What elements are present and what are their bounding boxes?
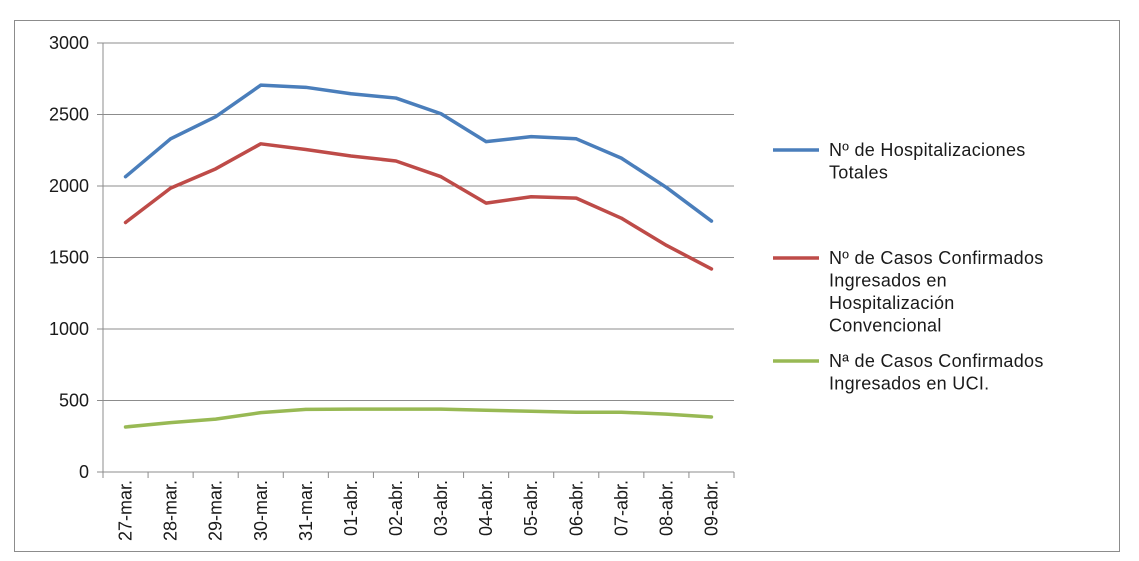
legend-text-line: Totales — [829, 163, 888, 183]
y-tick-label: 2500 — [49, 105, 89, 125]
data-point — [394, 407, 398, 411]
data-point — [529, 195, 533, 199]
x-tick-label: 27-mar. — [116, 480, 136, 541]
legend-text-line: Ingresados en UCI. — [829, 374, 989, 394]
data-point — [439, 175, 443, 179]
series-line-2 — [123, 407, 714, 429]
legend-text-line: Hospitalización — [829, 293, 955, 313]
series-line-1 — [123, 142, 714, 271]
data-point — [574, 410, 578, 414]
data-point — [484, 140, 488, 144]
x-tick-label: 29-mar. — [206, 480, 226, 541]
x-tick-label: 28-mar. — [161, 480, 181, 541]
data-point — [304, 85, 308, 89]
y-tick-label: 2000 — [49, 176, 89, 196]
y-tick-label: 1500 — [49, 248, 89, 268]
x-tick-label: 08-abr. — [656, 480, 676, 536]
x-tick-label: 04-abr. — [476, 480, 496, 536]
data-point — [619, 216, 623, 220]
data-point — [394, 159, 398, 163]
data-point — [439, 407, 443, 411]
data-point — [394, 96, 398, 100]
y-tick-label: 500 — [59, 391, 89, 411]
y-tick-label: 1000 — [49, 319, 89, 339]
legend-entry: Nª de Casos Confirmados Ingresados en UCI… — [829, 351, 1044, 394]
data-point — [484, 408, 488, 412]
x-tick-label: 01-abr. — [341, 480, 361, 536]
gridlines — [103, 42, 734, 401]
x-tick-label: 03-abr. — [431, 480, 451, 536]
legend-text-line: Nª de Casos Confirmados — [829, 351, 1044, 371]
data-point — [529, 409, 533, 413]
legend-text-line: Ingresados en — [829, 271, 947, 291]
data-point — [529, 135, 533, 139]
data-point — [619, 156, 623, 160]
legend-entry: Nº de Hospitalizaciones Totales — [829, 140, 1026, 183]
data-point — [574, 196, 578, 200]
x-tick-label: 30-mar. — [251, 480, 271, 541]
legend-entry: Nº de Casos Confirmados Ingresados en Hosp… — [829, 248, 1044, 336]
series-lines — [123, 83, 714, 429]
x-tick-label: 31-mar. — [296, 480, 316, 541]
data-point — [304, 148, 308, 152]
x-tick-label: 02-abr. — [386, 480, 406, 536]
data-point — [349, 154, 353, 158]
data-point — [214, 167, 218, 171]
data-point — [349, 407, 353, 411]
x-tick-label: 05-abr. — [521, 480, 541, 536]
data-point — [574, 137, 578, 141]
data-point — [124, 175, 128, 179]
data-point — [709, 267, 713, 271]
data-point — [259, 142, 263, 146]
data-point — [259, 411, 263, 415]
x-tick-label: 09-abr. — [701, 480, 721, 536]
data-point — [169, 186, 173, 190]
data-point — [664, 185, 668, 189]
data-point — [169, 421, 173, 425]
data-point — [214, 115, 218, 119]
y-tick-label: 0 — [79, 462, 89, 482]
series-line-0 — [123, 83, 714, 223]
data-point — [664, 412, 668, 416]
data-point — [169, 137, 173, 141]
data-point — [124, 425, 128, 429]
data-point — [124, 220, 128, 224]
x-tick-label: 06-abr. — [566, 480, 586, 536]
data-point — [619, 410, 623, 414]
data-point — [349, 92, 353, 96]
legend-text-line: Nº de Casos Confirmados — [829, 248, 1044, 268]
x-axis-ticks: 27-mar. 28-mar. 29-mar. 30-mar. 31-mar. 01-ab… — [102, 472, 735, 541]
data-point — [664, 243, 668, 247]
legend-text-line: Nº de Hospitalizaciones — [829, 140, 1026, 160]
legend-text-line: Convencional — [829, 316, 942, 336]
y-axis-ticks: 0 500 1000 1500 2000 2500 3000 — [49, 33, 103, 482]
data-point — [439, 112, 443, 116]
x-tick-label: 07-abr. — [611, 480, 631, 536]
legend: Nº de Hospitalizaciones Totales Nº de Caso… — [773, 140, 1044, 394]
data-point — [484, 201, 488, 205]
data-point — [259, 83, 263, 87]
data-point — [214, 417, 218, 421]
data-point — [304, 407, 308, 411]
data-point — [709, 219, 713, 223]
chart-frame — [14, 20, 1120, 552]
y-tick-label: 3000 — [49, 33, 89, 53]
data-point — [709, 415, 713, 419]
